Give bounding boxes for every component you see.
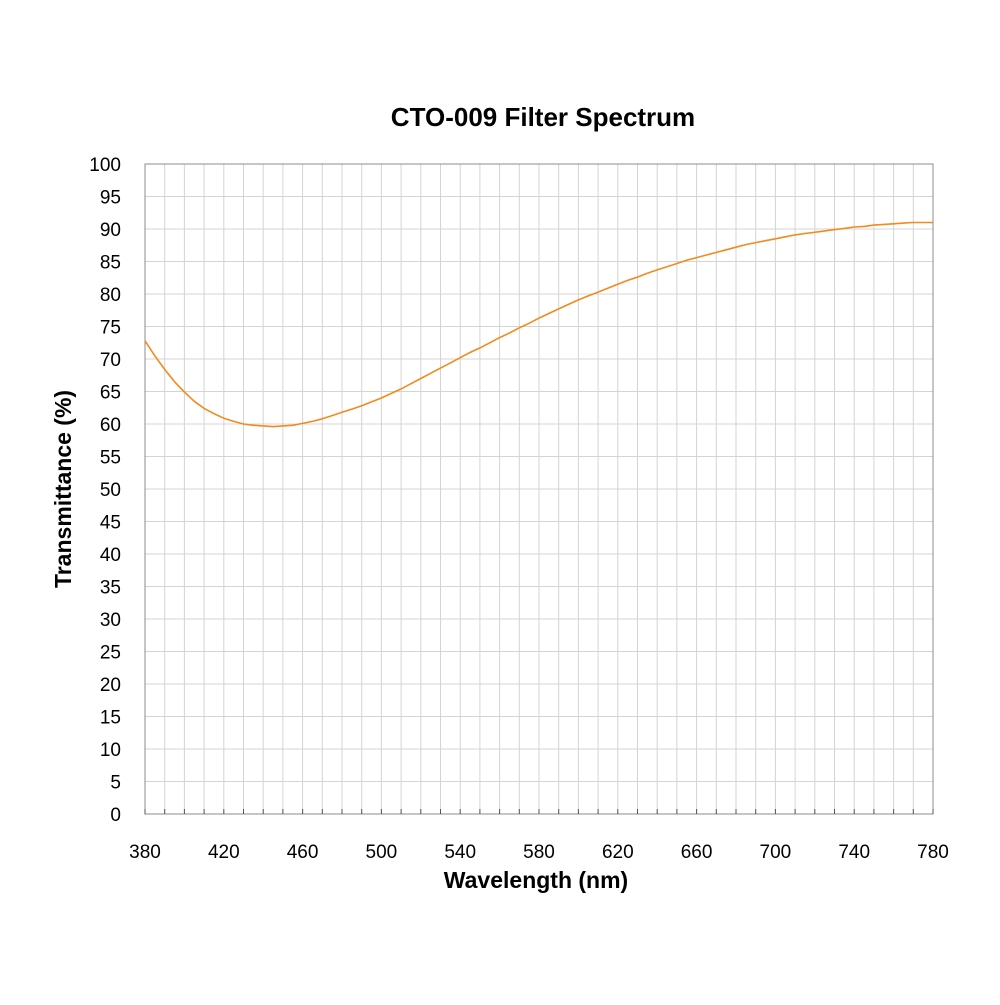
y-tick-label: 55	[100, 448, 121, 469]
x-tick-label: 580	[523, 842, 555, 863]
tick-labels: 0 5 10 15 20 25 30 35 40 45 50 55 60 65 70 75 80 85 90 95 10…	[89, 155, 949, 863]
y-tick-label: 60	[100, 415, 121, 436]
y-tick-label: 100	[89, 155, 121, 176]
y-tick-label: 75	[100, 318, 121, 339]
grid	[145, 164, 933, 814]
y-tick-label: 5	[110, 773, 121, 794]
y-tick-label: 70	[100, 350, 121, 371]
y-tick-label: 40	[100, 545, 121, 566]
y-tick-label: 45	[100, 513, 121, 534]
y-tick-label: 80	[100, 285, 121, 306]
x-axis-label: Wavelength (nm)	[444, 867, 628, 893]
y-tick-label: 95	[100, 188, 121, 209]
x-tick-label: 380	[129, 842, 161, 863]
x-tick-label: 660	[681, 842, 713, 863]
chart-title: CTO-009 Filter Spectrum	[391, 102, 695, 132]
x-tick-label: 460	[287, 842, 319, 863]
y-tick-label: 65	[100, 383, 121, 404]
x-tick-label: 740	[838, 842, 870, 863]
y-tick-label: 15	[100, 708, 121, 729]
x-tick-label: 420	[208, 842, 240, 863]
y-tick-label: 0	[110, 805, 121, 826]
y-axis-label: Transmittance (%)	[50, 390, 76, 588]
series-layer	[144, 221, 933, 428]
y-tick-label: 50	[100, 480, 121, 501]
y-tick-label: 90	[100, 220, 121, 241]
y-tick-label: 25	[100, 643, 121, 664]
x-tick-label: 620	[602, 842, 634, 863]
x-tick-label: 500	[366, 842, 398, 863]
x-tick-label: 540	[444, 842, 476, 863]
axis-ticks	[144, 809, 934, 814]
x-tick-label: 780	[917, 842, 949, 863]
y-tick-label: 20	[100, 675, 121, 696]
series-line	[144, 221, 933, 428]
x-tick-label: 700	[760, 842, 792, 863]
y-tick-label: 35	[100, 578, 121, 599]
y-tick-label: 85	[100, 253, 121, 274]
y-tick-label: 30	[100, 610, 121, 631]
y-tick-label: 10	[100, 740, 121, 761]
